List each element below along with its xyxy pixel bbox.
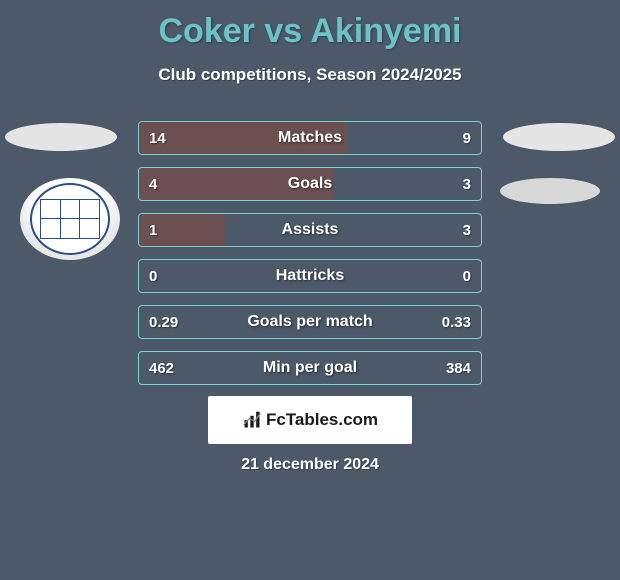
page-title: Coker vs Akinyemi [0,0,620,51]
player-right-placeholder-2 [500,178,600,204]
stat-label: Goals per match [139,306,481,338]
stat-label: Hattricks [139,260,481,292]
stats-container: 14Matches9 4Goals3 1Assists3 0Hattricks0 0.2… [138,121,482,397]
date-label: 21 december 2024 [0,456,620,474]
stat-right-value: 0 [463,260,471,292]
stat-right-value: 3 [463,214,471,246]
stat-bar: 4Goals3 [138,167,482,201]
player-left-placeholder-1 [5,123,117,151]
stat-label: Matches [139,122,481,154]
stat-label: Min per goal [139,352,481,384]
stat-bar: 462Min per goal384 [138,351,482,385]
stat-bar: 0.29Goals per match0.33 [138,305,482,339]
subtitle: Club competitions, Season 2024/2025 [0,65,620,85]
stat-label: Goals [139,168,481,200]
footer-brand-label: FcTables.com [266,410,378,430]
player-right-placeholder-1 [503,123,615,151]
stat-bar: 1Assists3 [138,213,482,247]
stat-right-value: 3 [463,168,471,200]
stat-label: Assists [139,214,481,246]
stat-bar: 0Hattricks0 [138,259,482,293]
stat-right-value: 0.33 [442,306,471,338]
club-crest-icon [30,183,110,255]
stat-right-value: 384 [446,352,471,384]
footer-brand-box[interactable]: FcTables.com [208,396,412,444]
stat-right-value: 9 [463,122,471,154]
chart-icon [242,410,262,430]
stat-bar: 14Matches9 [138,121,482,155]
